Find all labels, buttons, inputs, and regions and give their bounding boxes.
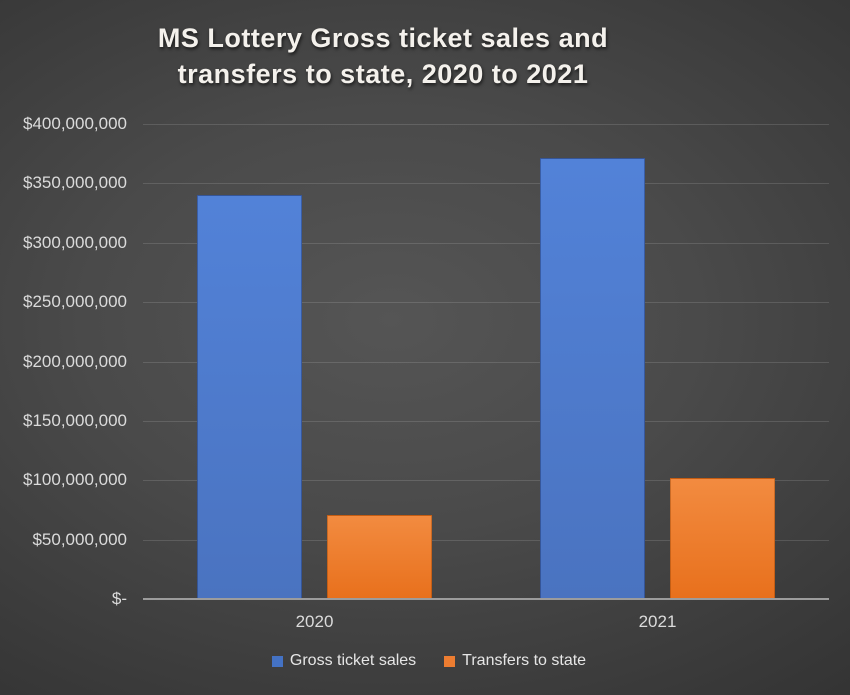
y-axis-tick-label: $- xyxy=(111,589,127,608)
y-axis-tick-label: $250,000,000 xyxy=(23,292,127,312)
plot-area xyxy=(143,124,829,600)
gridline xyxy=(143,539,829,541)
gridline xyxy=(143,420,829,422)
y-axis-tick-label: $50,000,000 xyxy=(32,529,127,549)
legend: Gross ticket sales Transfers to state xyxy=(0,652,850,670)
chart-title-line2: transfers to state, 2020 to 2021 xyxy=(177,59,589,89)
legend-item-transfers-to-state: Transfers to state xyxy=(444,652,586,670)
legend-swatch-icon xyxy=(271,655,283,667)
x-axis-line xyxy=(143,598,829,600)
y-axis-tick-label: $400,000,000 xyxy=(23,114,127,133)
bar-transfers-to-state-2020 xyxy=(327,514,432,599)
gridline xyxy=(143,361,829,363)
gridline xyxy=(143,124,829,125)
legend-label: Gross ticket sales xyxy=(289,652,417,669)
bar-transfers-to-state-2021 xyxy=(670,477,775,599)
chart-title-line1: MS Lottery Gross ticket sales and xyxy=(157,23,609,53)
legend-label: Transfers to state xyxy=(462,652,587,669)
y-axis-tick-label: $300,000,000 xyxy=(23,232,127,252)
gridline xyxy=(143,302,829,304)
x-axis-label-2020: 2020 xyxy=(295,612,334,631)
y-axis-tick-label: $350,000,000 xyxy=(23,173,127,193)
gridline xyxy=(143,183,829,185)
legend-swatch-icon xyxy=(444,655,456,667)
y-axis-tick-label: $100,000,000 xyxy=(23,470,127,490)
x-axis-label-2021: 2021 xyxy=(638,612,677,631)
bar-gross-ticket-sales-2020 xyxy=(197,195,302,599)
legend-item-gross-ticket-sales: Gross ticket sales xyxy=(271,652,417,670)
chart-title: MS Lottery Gross ticket sales and transf… xyxy=(38,20,728,92)
y-axis-tick-label: $200,000,000 xyxy=(23,351,127,371)
y-axis-tick-label: $150,000,000 xyxy=(23,410,127,430)
gridline xyxy=(143,480,829,482)
gridline xyxy=(143,242,829,244)
bar-gross-ticket-sales-2021 xyxy=(540,158,645,599)
